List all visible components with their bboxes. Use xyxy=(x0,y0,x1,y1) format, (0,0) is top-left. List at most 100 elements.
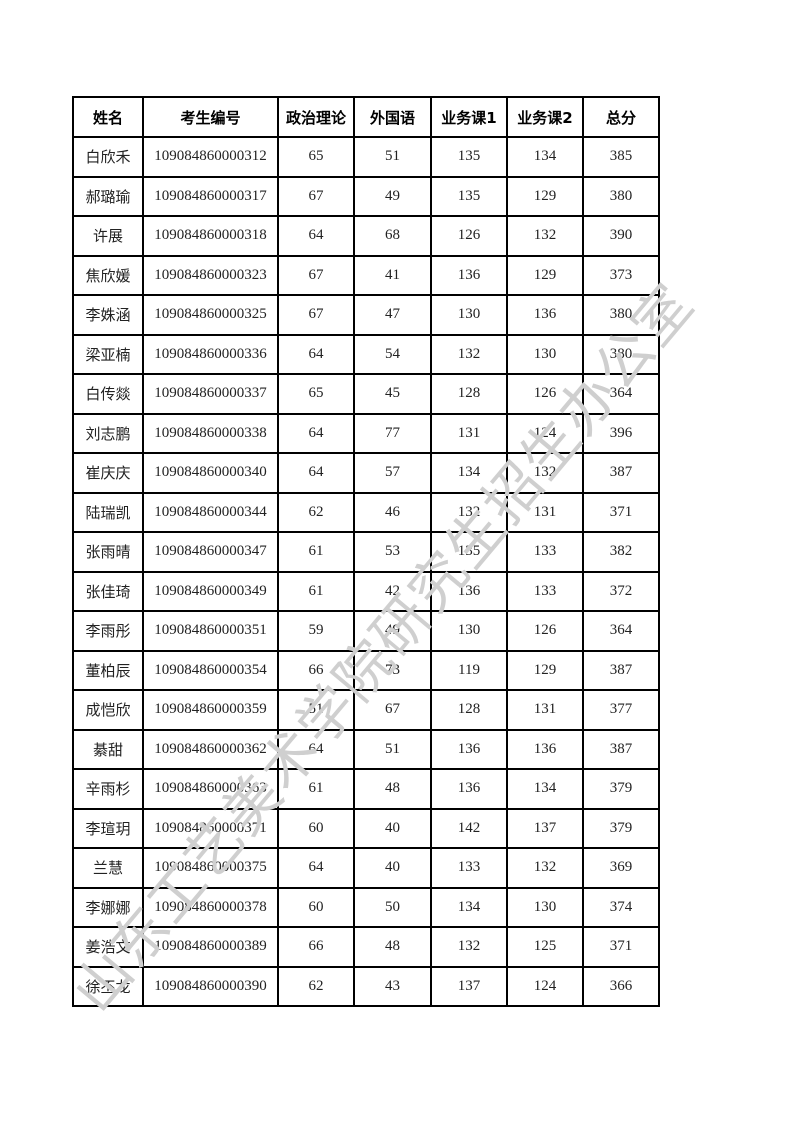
table-cell: 136 xyxy=(506,294,584,336)
table-cell: 60 xyxy=(277,886,355,928)
table-cell: 124 xyxy=(506,965,584,1007)
table-cell: 51 xyxy=(353,136,432,178)
table-cell: 47 xyxy=(353,294,432,336)
table-cell: 48 xyxy=(353,768,432,810)
table-cell: 李姝涵 xyxy=(72,294,144,336)
table-cell: 380 xyxy=(582,294,660,336)
table-cell: 129 xyxy=(506,649,584,691)
table-cell: 61 xyxy=(277,768,355,810)
table-cell: 姜浩文 xyxy=(72,926,144,968)
table-cell: 124 xyxy=(506,412,584,454)
table-cell: 62 xyxy=(277,491,355,533)
table-cell: 136 xyxy=(430,768,508,810)
table-cell: 382 xyxy=(582,531,660,573)
table-cell: 109084860000389 xyxy=(142,926,279,968)
table-row: 徐丕龙 109084860000390 62 43 137 124 366 xyxy=(72,965,660,1007)
table-cell: 62 xyxy=(277,965,355,1007)
table-row: 许展 109084860000318 64 68 126 132 390 xyxy=(72,215,660,257)
table-cell: 364 xyxy=(582,610,660,652)
table-cell: 136 xyxy=(506,728,584,770)
table-cell: 61 xyxy=(277,531,355,573)
table-cell: 徐丕龙 xyxy=(72,965,144,1007)
column-header: 业务课1 xyxy=(430,96,508,138)
table-cell: 135 xyxy=(430,136,508,178)
table-cell: 109084860000378 xyxy=(142,886,279,928)
table-row: 陆瑞凯 109084860000344 62 46 132 131 371 xyxy=(72,491,660,533)
table-cell: 54 xyxy=(353,333,432,375)
table-cell: 许展 xyxy=(72,215,144,257)
table-cell: 53 xyxy=(353,531,432,573)
table-cell: 379 xyxy=(582,807,660,849)
table-cell: 130 xyxy=(430,294,508,336)
table-cell: 366 xyxy=(582,965,660,1007)
table-cell: 129 xyxy=(506,254,584,296)
table-cell: 380 xyxy=(582,333,660,375)
column-header: 业务课2 xyxy=(506,96,584,138)
table-cell: 142 xyxy=(430,807,508,849)
table-cell: 371 xyxy=(582,491,660,533)
table-cell: 崔庆庆 xyxy=(72,452,144,494)
table-cell: 374 xyxy=(582,886,660,928)
table-cell: 40 xyxy=(353,807,432,849)
header-row: 姓名 考生编号 政治理论 外国语 业务课1 业务课2 总分 xyxy=(72,96,660,138)
table-cell: 137 xyxy=(430,965,508,1007)
table-row: 董柏辰 109084860000354 66 73 119 129 387 xyxy=(72,649,660,691)
table-cell: 364 xyxy=(582,373,660,415)
table-row: 辛雨杉 109084860000363 61 48 136 134 379 xyxy=(72,768,660,810)
table-cell: 白欣禾 xyxy=(72,136,144,178)
table-cell: 377 xyxy=(582,689,660,731)
table-cell: 李瑄玥 xyxy=(72,807,144,849)
table-cell: 48 xyxy=(353,926,432,968)
table-cell: 130 xyxy=(430,610,508,652)
table-cell: 109084860000375 xyxy=(142,847,279,889)
table-cell: 李雨彤 xyxy=(72,610,144,652)
table-cell: 40 xyxy=(353,847,432,889)
table-cell: 132 xyxy=(430,491,508,533)
table-row: 綦甜 109084860000362 64 51 136 136 387 xyxy=(72,728,660,770)
table-cell: 136 xyxy=(430,728,508,770)
table-cell: 60 xyxy=(277,807,355,849)
table-cell: 109084860000390 xyxy=(142,965,279,1007)
table-cell: 66 xyxy=(277,926,355,968)
table-row: 成恺欣 109084860000359 51 67 128 131 377 xyxy=(72,689,660,731)
table-cell: 50 xyxy=(353,886,432,928)
table-cell: 49 xyxy=(353,610,432,652)
table-cell: 65 xyxy=(277,373,355,415)
table-cell: 61 xyxy=(277,570,355,612)
table-cell: 135 xyxy=(430,531,508,573)
table-cell: 109084860000323 xyxy=(142,254,279,296)
table-cell: 41 xyxy=(353,254,432,296)
table-cell: 133 xyxy=(430,847,508,889)
table-cell: 390 xyxy=(582,215,660,257)
table-cell: 成恺欣 xyxy=(72,689,144,731)
table-cell: 67 xyxy=(277,175,355,217)
table-cell: 387 xyxy=(582,452,660,494)
table-cell: 51 xyxy=(353,728,432,770)
table-cell: 371 xyxy=(582,926,660,968)
table-cell: 49 xyxy=(353,175,432,217)
table-cell: 369 xyxy=(582,847,660,889)
table-cell: 131 xyxy=(430,412,508,454)
table-cell: 67 xyxy=(277,294,355,336)
table-cell: 109084860000349 xyxy=(142,570,279,612)
table-cell: 67 xyxy=(277,254,355,296)
table-cell: 兰慧 xyxy=(72,847,144,889)
table-cell: 51 xyxy=(277,689,355,731)
table-cell: 129 xyxy=(506,175,584,217)
table-cell: 董柏辰 xyxy=(72,649,144,691)
table-cell: 109084860000363 xyxy=(142,768,279,810)
table-row: 李雨彤 109084860000351 59 49 130 126 364 xyxy=(72,610,660,652)
table-cell: 64 xyxy=(277,333,355,375)
column-header: 考生编号 xyxy=(142,96,279,138)
table-cell: 65 xyxy=(277,136,355,178)
table-cell: 张佳琦 xyxy=(72,570,144,612)
table-cell: 焦欣媛 xyxy=(72,254,144,296)
table-row: 焦欣媛 109084860000323 67 41 136 129 373 xyxy=(72,254,660,296)
table-cell: 刘志鹏 xyxy=(72,412,144,454)
table-cell: 134 xyxy=(430,452,508,494)
table-cell: 陆瑞凯 xyxy=(72,491,144,533)
table-row: 李姝涵 109084860000325 67 47 130 136 380 xyxy=(72,294,660,336)
table-cell: 45 xyxy=(353,373,432,415)
table-row: 姜浩文 109084860000389 66 48 132 125 371 xyxy=(72,926,660,968)
table-cell: 109084860000312 xyxy=(142,136,279,178)
